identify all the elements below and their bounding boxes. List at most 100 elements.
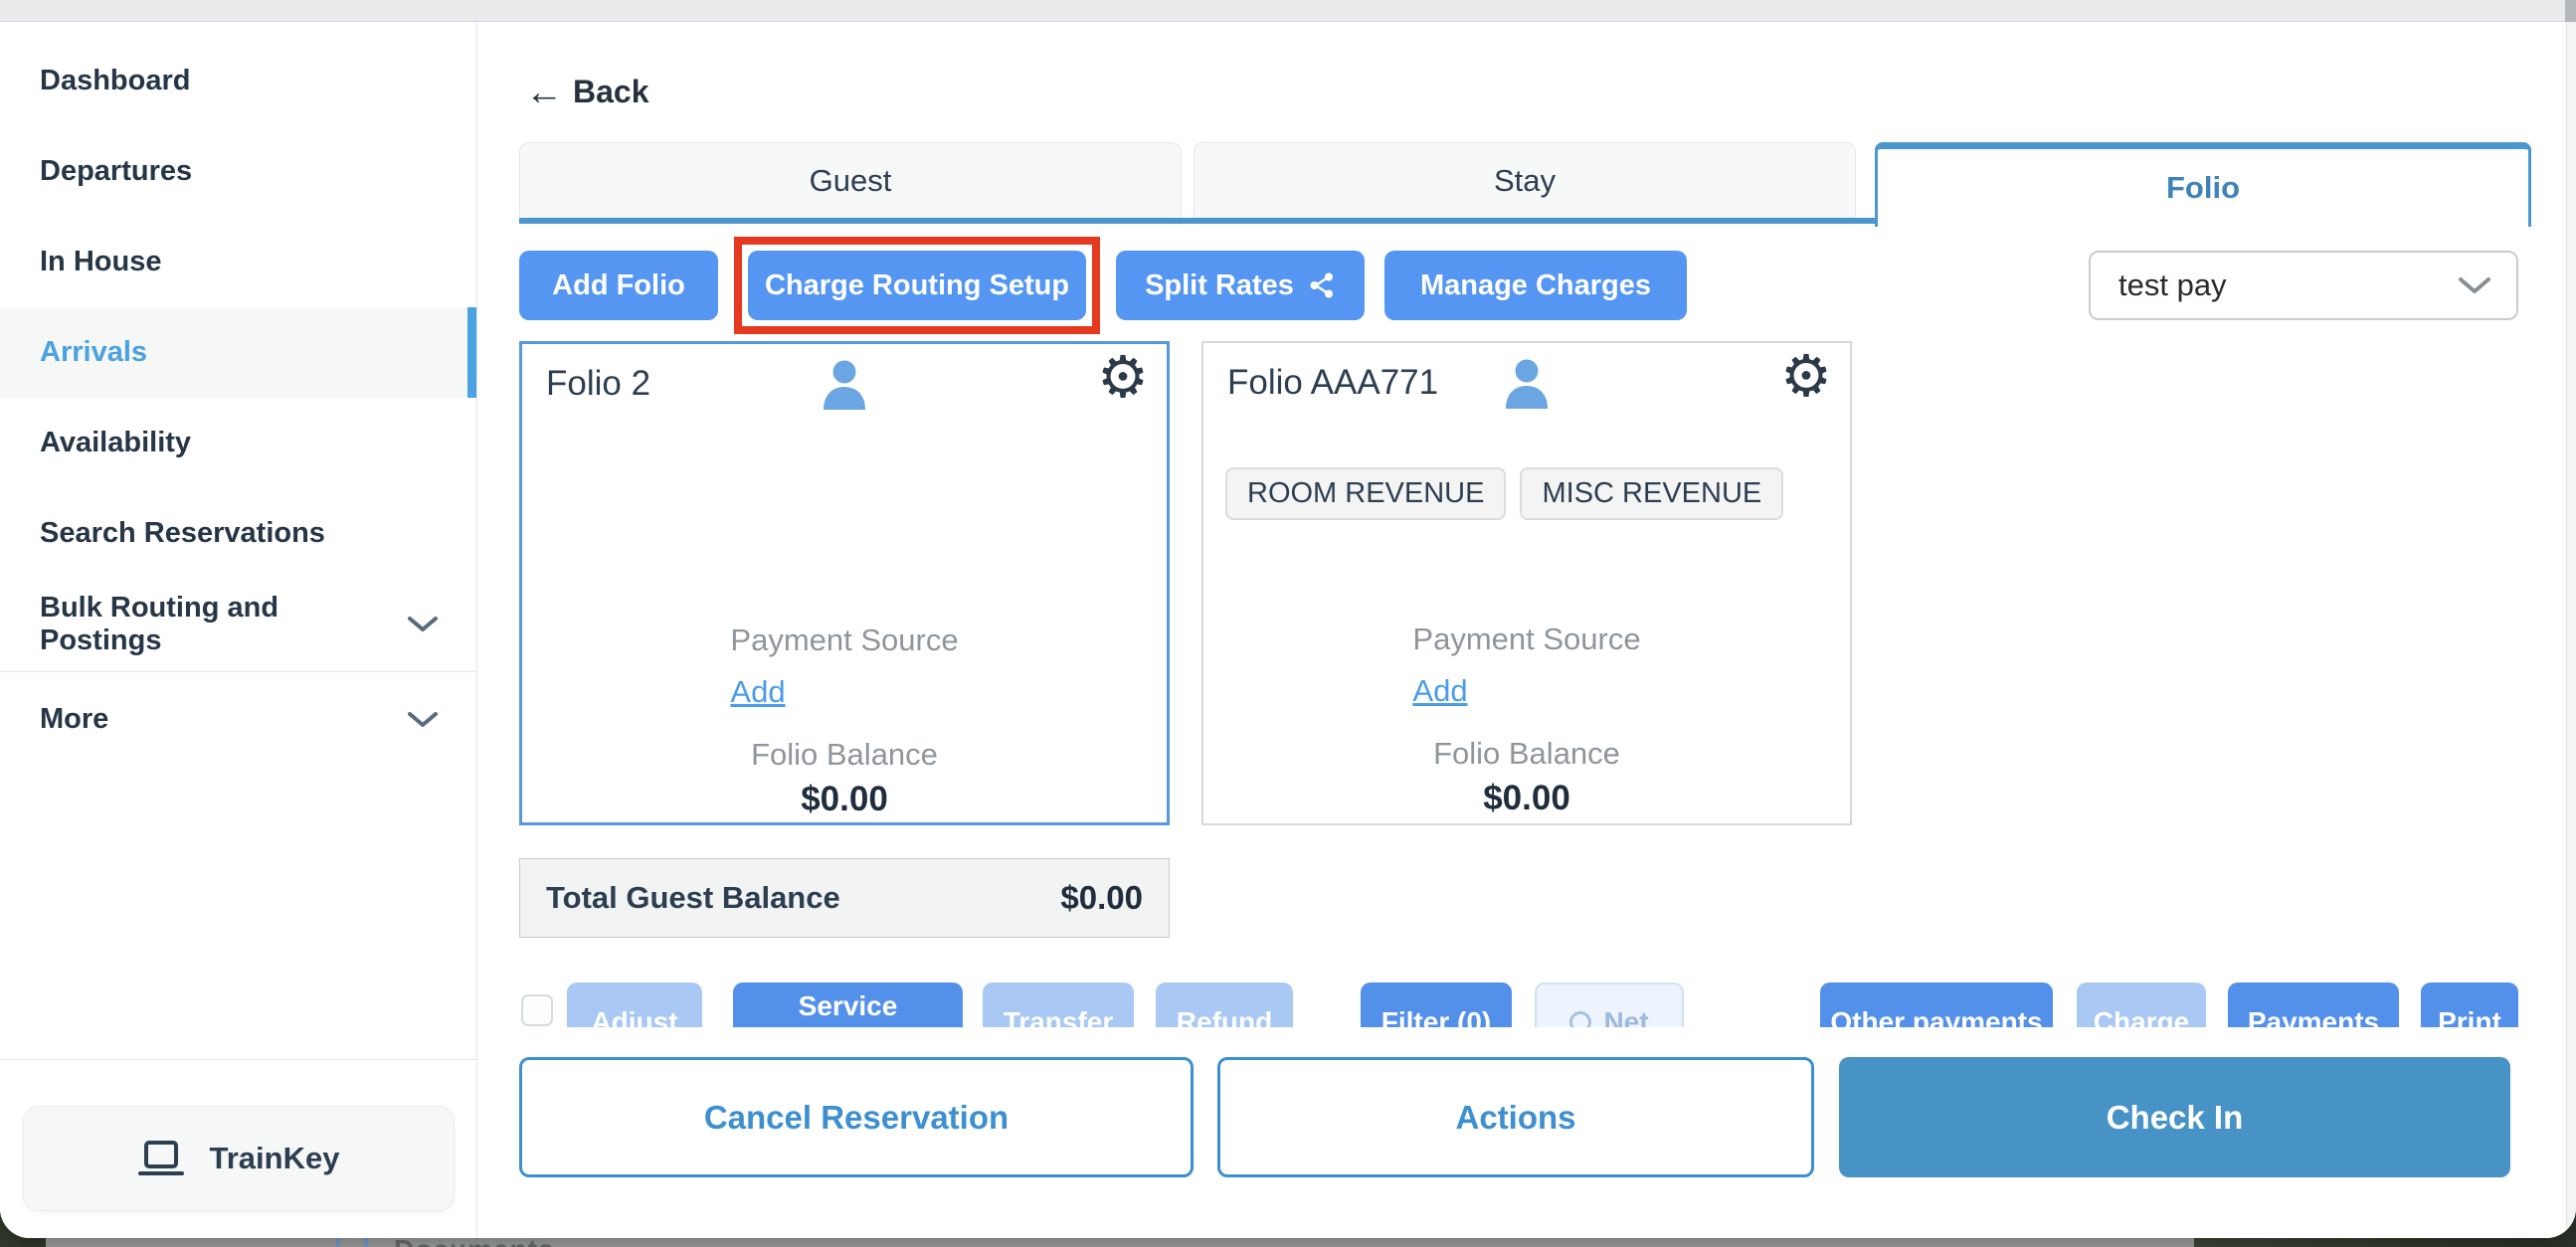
check-in-label: Check In xyxy=(2106,1098,2244,1136)
tab-folio[interactable]: Folio xyxy=(1875,142,2531,227)
service-recovery-button[interactable]: Service Recovery xyxy=(733,982,963,1027)
laptop-icon xyxy=(137,1140,184,1177)
tab-stay[interactable]: Stay xyxy=(1194,142,1856,218)
sidebar-item-label: Search Reservations xyxy=(40,517,325,549)
select-all-checkbox[interactable] xyxy=(521,994,553,1026)
payment-source-block: Payment Source Add xyxy=(522,623,1167,710)
gear-icon[interactable]: ⚙ xyxy=(1780,344,1832,409)
total-guest-balance-label: Total Guest Balance xyxy=(546,880,840,915)
split-rates-button[interactable]: Split Rates xyxy=(1116,251,1365,320)
sidebar-item-label: Availability xyxy=(40,427,192,458)
sidebar-item-label: In House xyxy=(40,246,162,277)
tag-misc-revenue: MISC REVENUE xyxy=(1520,467,1784,520)
net-toggle-button[interactable]: Net xyxy=(1535,982,1684,1027)
transfer-label: Transfer xyxy=(1003,1006,1114,1027)
adjust-button[interactable]: Adjust xyxy=(567,982,702,1027)
tab-label: Guest xyxy=(809,162,892,198)
person-icon xyxy=(817,356,872,414)
filter-button[interactable]: Filter (0) xyxy=(1361,982,1512,1027)
charge-button[interactable]: Charge xyxy=(2077,982,2206,1027)
transfer-button[interactable]: Transfer xyxy=(983,982,1134,1027)
underlying-tab-marker xyxy=(364,1235,368,1247)
chevron-down-icon xyxy=(407,616,439,632)
tab-label: Folio xyxy=(2165,170,2241,205)
folio-card[interactable]: Folio 2 ⚙ Payment Source Add Folio Balan… xyxy=(519,341,1170,825)
service-recovery-label: Service Recovery xyxy=(785,990,910,1027)
refund-button[interactable]: Refund xyxy=(1156,982,1293,1027)
print-button[interactable]: Print xyxy=(2421,982,2518,1027)
trainkey-label: TrainKey xyxy=(209,1141,340,1175)
cancel-reservation-button[interactable]: Cancel Reservation xyxy=(519,1057,1194,1177)
sidebar-item-label: More xyxy=(40,703,109,735)
payments-button[interactable]: Payments xyxy=(2228,982,2399,1027)
sidebar-item-search-reservations[interactable]: Search Reservations xyxy=(0,488,476,579)
charge-routing-setup-button[interactable]: Charge Routing Setup xyxy=(748,251,1086,320)
payment-source-label: Payment Source xyxy=(730,623,959,657)
total-guest-balance-bar: Total Guest Balance $0.00 xyxy=(519,858,1170,938)
sidebar-item-arrivals[interactable]: Arrivals xyxy=(0,307,476,398)
sidebar-item-availability[interactable]: Availability xyxy=(0,398,476,488)
gear-icon[interactable]: ⚙ xyxy=(1097,345,1149,410)
folio-balance-label: Folio Balance xyxy=(1433,736,1620,771)
underlying-tab-marker xyxy=(336,1235,340,1247)
chevron-down-icon xyxy=(2457,275,2492,295)
charge-routing-setup-label: Charge Routing Setup xyxy=(764,268,1070,301)
charge-label: Charge xyxy=(2093,1006,2190,1027)
check-in-button[interactable]: Check In xyxy=(1839,1057,2510,1177)
tab-underline xyxy=(519,218,1875,224)
net-label: Net xyxy=(1603,1006,1649,1027)
trainkey-button[interactable]: TrainKey xyxy=(23,1106,455,1211)
sidebar-item-more[interactable]: More xyxy=(0,674,476,765)
top-bar xyxy=(0,0,2576,22)
scrollbar-thumb[interactable] xyxy=(2565,0,2576,22)
dropdown-selected-value: test pay xyxy=(2118,267,2227,302)
sidebar-nav: Dashboard Departures In House Arrivals A… xyxy=(0,22,476,765)
sidebar-item-departures[interactable]: Departures xyxy=(0,126,476,217)
payment-method-dropdown[interactable]: test pay xyxy=(2089,251,2518,320)
circle-icon xyxy=(1569,1011,1592,1027)
add-payment-source-link[interactable]: Add xyxy=(730,674,786,709)
sidebar-item-label: Bulk Routing and Postings xyxy=(40,591,279,656)
tag-room-revenue: ROOM REVENUE xyxy=(1225,467,1507,520)
print-label: Print xyxy=(2438,1006,2501,1027)
tab-label: Stay xyxy=(1493,162,1557,198)
add-payment-source-link[interactable]: Add xyxy=(1412,673,1468,708)
folio-card-title: Folio AAA771 xyxy=(1227,363,1439,402)
sidebar-item-bulk-routing[interactable]: Bulk Routing and Postings xyxy=(0,579,476,669)
other-payments-label: Other payments xyxy=(1830,1006,2043,1027)
total-guest-balance-value: $0.00 xyxy=(1060,879,1143,916)
chevron-down-icon xyxy=(407,711,439,728)
actions-label: Actions xyxy=(1455,1098,1576,1136)
actions-button[interactable]: Actions xyxy=(1217,1057,1814,1177)
add-folio-button[interactable]: Add Folio xyxy=(519,251,718,320)
main-content: ← Back Guest Stay Folio Add Folio Charge… xyxy=(477,22,2566,1238)
other-payments-button[interactable]: Other payments xyxy=(1820,982,2053,1027)
sidebar: Dashboard Departures In House Arrivals A… xyxy=(0,22,477,1238)
split-rates-label: Split Rates xyxy=(1145,268,1294,301)
folio-card[interactable]: Folio AAA771 ⚙ ROOM REVENUE MISC REVENUE… xyxy=(1201,341,1852,825)
app-window: Dashboard Departures In House Arrivals A… xyxy=(0,22,2576,1238)
payment-source-block: Payment Source Add xyxy=(1203,622,1850,709)
filter-label: Filter (0) xyxy=(1380,1006,1492,1027)
sidebar-item-in-house[interactable]: In House xyxy=(0,217,476,307)
scrollbar-track[interactable] xyxy=(2566,22,2576,1238)
sidebar-divider xyxy=(0,671,476,672)
sidebar-item-dashboard[interactable]: Dashboard xyxy=(0,36,476,126)
folio-balance-label: Folio Balance xyxy=(751,737,938,772)
person-icon xyxy=(1499,355,1555,413)
charges-action-row: Adjust Service Recovery Transfer Refund … xyxy=(519,982,2566,1027)
payments-label: Payments xyxy=(2247,1006,2380,1027)
add-folio-label: Add Folio xyxy=(552,268,685,301)
revenue-tags: ROOM REVENUE MISC REVENUE xyxy=(1225,467,1784,520)
manage-charges-button[interactable]: Manage Charges xyxy=(1384,251,1687,320)
cancel-reservation-label: Cancel Reservation xyxy=(703,1098,1010,1136)
tab-guest[interactable]: Guest xyxy=(519,142,1182,218)
back-label: Back xyxy=(573,74,649,109)
payment-source-label: Payment Source xyxy=(1412,622,1641,656)
adjust-label: Adjust xyxy=(591,1006,678,1027)
back-arrow-icon: ← xyxy=(525,71,563,113)
back-button[interactable]: ← Back xyxy=(525,71,649,113)
sidebar-item-label: Arrivals xyxy=(40,336,148,368)
folio-balance-value: $0.00 xyxy=(1483,779,1570,817)
refund-label: Refund xyxy=(1176,1006,1273,1027)
